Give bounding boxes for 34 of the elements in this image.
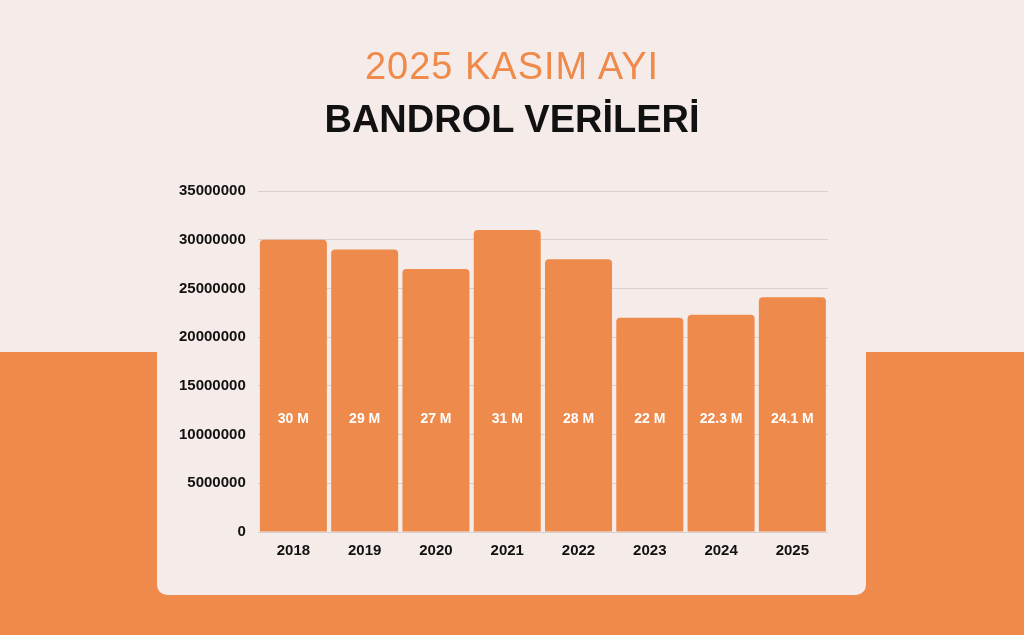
y-tick-label: 20000000	[178, 327, 246, 345]
y-tick-label: 0	[237, 522, 246, 540]
y-tick-label: 15000000	[178, 376, 246, 393]
y-tick-label: 30000000	[178, 229, 246, 247]
x-tick-label: 2025	[775, 541, 810, 559]
chart-title: 2025 KASIM AYI	[363, 45, 661, 88]
y-tick-label: 25000000	[178, 278, 246, 296]
data-label: 29 M	[349, 410, 381, 427]
y-tick-label: 35000000	[178, 181, 246, 199]
x-tick-label: 2024	[704, 541, 739, 559]
bar	[331, 249, 399, 532]
chart-subtitle: BANDROL VERİLERİ	[323, 98, 701, 141]
data-label: 30 M	[277, 410, 309, 427]
data-label: 22 M	[634, 410, 666, 427]
x-tick-label: 2021	[490, 541, 524, 559]
data-label: 22.3 M	[699, 410, 743, 427]
data-label: 24.1 M	[770, 410, 814, 427]
bar	[687, 314, 755, 532]
bar	[616, 317, 684, 532]
data-label: 28 M	[562, 410, 595, 427]
x-tick-label: 2022	[561, 541, 596, 559]
bar	[402, 268, 470, 532]
bar	[473, 229, 541, 532]
bar	[545, 259, 613, 532]
data-label: 27 M	[420, 410, 452, 427]
x-tick-label: 2020	[419, 541, 453, 559]
x-tick-label: 2023	[633, 541, 667, 559]
x-tick-label: 2019	[347, 541, 382, 559]
y-tick-label: 10000000	[178, 424, 246, 442]
bar	[259, 239, 327, 532]
y-tick-label: 5000000	[187, 473, 246, 491]
data-label: 31 M	[491, 410, 523, 427]
x-tick-label: 2018	[276, 541, 311, 559]
bar	[758, 297, 826, 532]
